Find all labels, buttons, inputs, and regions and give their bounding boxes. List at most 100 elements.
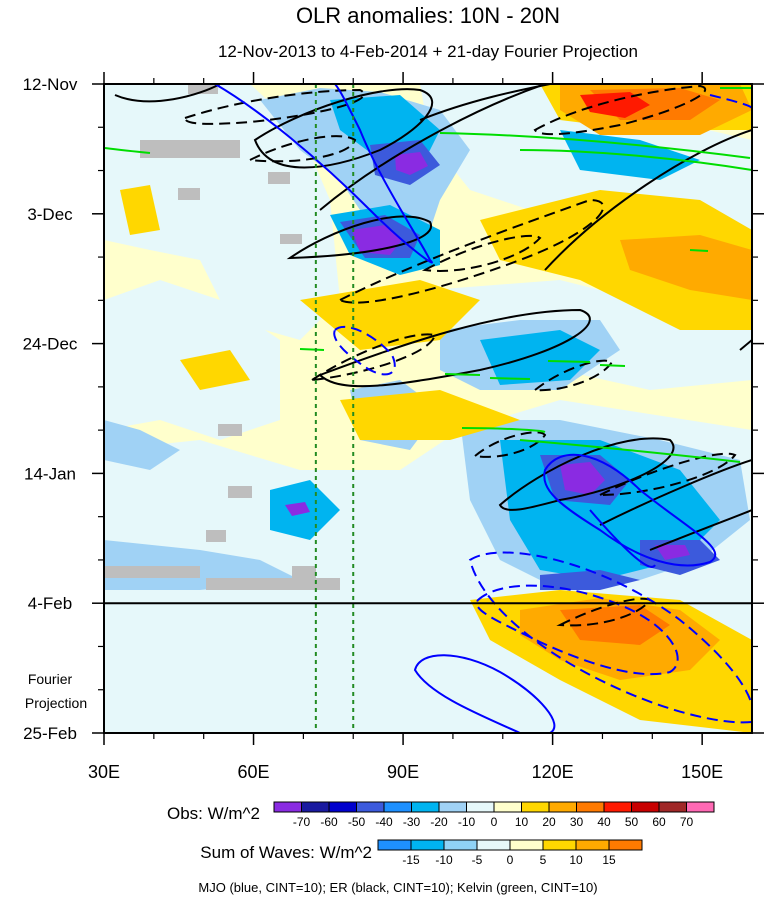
colorbar-tick-label: 15 xyxy=(602,853,616,867)
kelvin-contour xyxy=(461,427,546,433)
kelvin-contours xyxy=(104,87,752,463)
er-contour-dashed xyxy=(599,452,737,496)
colorbar-tick-label: 0 xyxy=(491,815,498,829)
mjo-contour-dashed xyxy=(709,94,752,109)
er-contour-solid xyxy=(253,88,434,169)
colorbar-tick-label: 5 xyxy=(540,853,547,867)
er-contour-dashed xyxy=(246,135,357,163)
missing-data-grey xyxy=(104,84,340,590)
colorbar-tick-label: 60 xyxy=(652,815,666,829)
er-contour-dashed xyxy=(421,234,542,272)
kelvin-contour xyxy=(489,377,531,380)
kelvin-contour xyxy=(689,249,709,252)
olr-fill-red xyxy=(580,92,650,118)
er-contour-solid xyxy=(318,308,591,388)
kelvin-contour xyxy=(439,132,751,159)
colorbar-tick-label: -10 xyxy=(435,853,453,867)
plot-frame xyxy=(103,83,753,734)
colorbar-tick-label: -60 xyxy=(320,815,338,829)
colorbar-swatch xyxy=(576,801,605,813)
colorbar-swatch xyxy=(383,801,412,813)
er-contour-solid xyxy=(319,84,546,211)
x-tick-label: 150E xyxy=(681,762,723,782)
colorbar-swatch xyxy=(603,801,632,813)
kelvin-contour xyxy=(104,147,151,154)
chart-title: OLR anomalies: 10N - 20N xyxy=(296,3,560,28)
er-contour-dashed xyxy=(183,88,365,125)
colorbar-swatch xyxy=(273,801,302,813)
chart-subtitle: 12-Nov-2013 to 4-Feb-2014 + 21-day Fouri… xyxy=(218,42,638,61)
er-contour-dashed xyxy=(472,431,547,458)
waves-colorbar-label: Sum of Waves: W/m^2 xyxy=(200,843,372,862)
forecast-label-line2: Projection xyxy=(25,695,87,711)
mjo-contour-solid xyxy=(543,453,717,567)
colorbar-tick-label: -50 xyxy=(348,815,366,829)
colorbar-swatch xyxy=(658,801,687,813)
colorbar-tick-label: 30 xyxy=(570,815,584,829)
colorbar-swatch xyxy=(438,801,467,813)
kelvin-contour xyxy=(444,373,481,376)
colorbar-tick-label: 10 xyxy=(569,853,583,867)
colorbar-swatch xyxy=(521,801,550,813)
colorbar-tick-label: -30 xyxy=(403,815,421,829)
mjo-contours xyxy=(214,84,752,733)
er-contour-solid xyxy=(739,339,752,351)
kelvin-contour xyxy=(519,439,741,463)
mjo-contour-dashed xyxy=(468,551,752,724)
colorbar-swatch xyxy=(410,839,445,851)
er-contour-solid xyxy=(599,459,752,526)
mjo-contour-dashed xyxy=(333,325,396,376)
kelvin-contour xyxy=(299,348,325,351)
y-tick-label: 24-Dec xyxy=(23,335,78,354)
er-contour-solid xyxy=(286,215,433,260)
x-tick-label: 120E xyxy=(532,762,574,782)
er-contour-dashed xyxy=(337,198,605,304)
x-tick-label: 60E xyxy=(238,762,270,782)
waves-colorbar: -15 -10 -5 0 5 10 15 xyxy=(377,839,643,867)
mjo-contour-solid xyxy=(214,84,433,264)
er-contours xyxy=(114,84,752,627)
colorbar-swatch xyxy=(542,839,577,851)
y-tick-label: 25-Feb xyxy=(23,724,77,743)
er-contour-dashed xyxy=(532,359,614,392)
colorbar-tick-label: 20 xyxy=(542,815,556,829)
colorbar-swatch xyxy=(356,801,385,813)
obs-colorbar: -70 -60 -50 -40 -30 -20 -10 0 10 20 30 40 50 60 70 xyxy=(273,801,715,829)
colorbar-swatch xyxy=(575,839,610,851)
colorbar-tick-label: -5 xyxy=(472,853,483,867)
colorbar-swatch xyxy=(631,801,660,813)
colorbar-swatch xyxy=(476,839,511,851)
x-axis: 30E 60E 90E 120E 150E xyxy=(88,72,723,782)
kelvin-contour xyxy=(519,149,752,171)
colorbar-tick-label: 10 xyxy=(515,815,529,829)
colorbar-swatch xyxy=(548,801,577,813)
colorbar-tick-label: -70 xyxy=(293,815,311,829)
colorbar-swatch xyxy=(493,801,522,813)
er-contour-solid xyxy=(649,509,752,551)
mjo-contour-solid xyxy=(589,509,656,568)
colorbar-tick-label: -15 xyxy=(402,853,420,867)
colorbar-tick-label: -10 xyxy=(458,815,476,829)
er-contour-solid xyxy=(114,84,221,103)
colorbar-swatch xyxy=(411,801,440,813)
kelvin-contour xyxy=(547,360,591,363)
colorbar-swatch xyxy=(377,839,412,851)
colorbar-tick-label: 70 xyxy=(680,815,694,829)
mjo-contour-solid xyxy=(413,654,556,733)
colorbar-swatch xyxy=(509,839,544,851)
colorbar-tick-label: -20 xyxy=(430,815,448,829)
mjo-contour-dashed xyxy=(475,584,679,676)
colorbar-tick-label: 0 xyxy=(507,853,514,867)
er-contour-dashed xyxy=(533,84,707,136)
colorbar-swatch xyxy=(466,801,495,813)
x-tick-label: 30E xyxy=(88,762,120,782)
plot-area xyxy=(104,84,752,733)
colorbar-swatch xyxy=(301,801,330,813)
obs-colorbar-label: Obs: W/m^2 xyxy=(167,804,260,823)
y-tick-label: 4-Feb xyxy=(28,594,72,613)
forecast-label-line1: Fourier xyxy=(28,671,73,687)
x-tick-label: 90E xyxy=(387,762,419,782)
er-contour-solid xyxy=(498,437,675,511)
colorbar-swatch xyxy=(608,839,643,851)
